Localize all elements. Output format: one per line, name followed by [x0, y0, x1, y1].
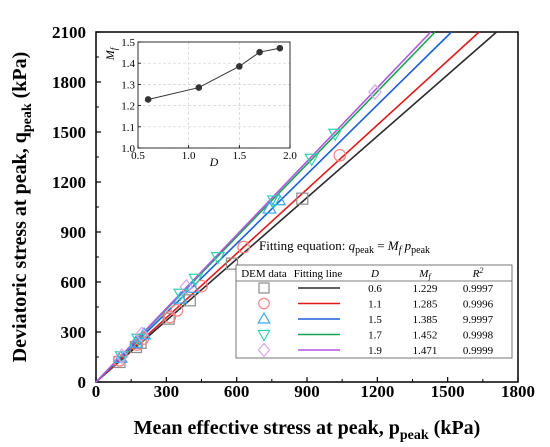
- inset-chart: 0.5 1.0 1.5 2.01.01.11.21.31.41.5 D Mf: [103, 37, 298, 170]
- marker-2-4: [184, 280, 200, 293]
- inset-point-3: [256, 48, 263, 56]
- marker-0-5: [225, 257, 239, 270]
- table-cell-d: 0.6: [368, 283, 382, 295]
- y-tick-label: 2100: [52, 23, 86, 42]
- marker-1-3: [163, 310, 177, 324]
- marker-1-6: [237, 240, 251, 254]
- marker-3-0: [114, 351, 130, 364]
- table-cell-r2: 0.9996: [463, 299, 494, 311]
- inset-point-0: [144, 96, 152, 103]
- inset-y-tick-label: 1.1: [121, 122, 135, 134]
- x-tick-label: 300: [154, 382, 180, 401]
- marker-4-1: [134, 326, 149, 343]
- marker-2-3: [173, 290, 188, 304]
- x-tick-label: 600: [224, 382, 250, 401]
- inset-frame: [137, 41, 291, 149]
- x-tick-label: 900: [294, 382, 320, 401]
- table-cell-d: 1.1: [368, 299, 382, 311]
- table-cell-mf: 1.285: [413, 299, 438, 311]
- x-tick-label: 0: [92, 382, 101, 401]
- inset-x-tick-label: 1.5: [232, 150, 246, 162]
- inset-x-title: D: [209, 155, 219, 169]
- y-tick-label: 300: [61, 323, 87, 342]
- table-header-fit: Fitting line: [294, 268, 343, 280]
- marker-3-1: [130, 333, 146, 347]
- table-header-d: D: [370, 268, 379, 280]
- marker-4-0: [114, 348, 129, 365]
- table-cell-r2: 0.9997: [463, 283, 494, 295]
- marker-3-6: [304, 153, 320, 167]
- inset-y-tick-label: 1.2: [121, 101, 135, 113]
- inset-point-2: [236, 63, 243, 70]
- fit-line-1: [95, 31, 480, 383]
- x-tick-label: 1500: [431, 382, 465, 401]
- marker-3-4: [210, 252, 226, 265]
- inset-y-title: Mf: [103, 46, 119, 61]
- y-tick-label: 1500: [52, 123, 86, 142]
- y-axis-title: Deviatoric stress at peak, qpeak (kPa): [9, 52, 35, 363]
- table-marker-1: [258, 297, 270, 310]
- marker-2-6: [271, 192, 287, 206]
- table-cell-r2: 0.9999: [463, 345, 494, 357]
- x-tick-label: 1800: [501, 382, 535, 401]
- table-header-dem: DEM data: [241, 268, 287, 280]
- inset-x-tick-label: 0.5: [131, 150, 145, 162]
- marker-3-2: [173, 288, 188, 302]
- fitting-equation: Fitting equation: qpeak = Mf ppeak: [259, 238, 430, 256]
- inset-y-tick-label: 1.4: [121, 58, 135, 70]
- marker-0-6: [296, 192, 309, 205]
- inset-y-tick-label: 1.3: [121, 79, 135, 91]
- y-tick-label: 0: [78, 373, 87, 392]
- fit-line-4: [95, 31, 432, 383]
- inset-series: [144, 44, 284, 103]
- marker-2-5: [262, 200, 277, 214]
- y-tick-label: 1200: [52, 173, 86, 192]
- marker-3-7: [327, 128, 343, 142]
- table-header-mf: Mf: [418, 268, 432, 281]
- inset-y-tick-label: 1.5: [121, 37, 135, 49]
- marker-1-4: [170, 303, 184, 317]
- marker-4-2: [179, 278, 194, 296]
- table-header-r2: R2: [472, 266, 484, 280]
- table-marker-3: [257, 329, 271, 342]
- table-marker-2: [257, 311, 271, 324]
- inset-x-tick-label: 1.0: [182, 150, 196, 162]
- inset-y-tick-label: 1.0: [121, 143, 135, 155]
- table-cell-mf: 1.229: [413, 283, 438, 295]
- inset-point-4: [276, 44, 284, 52]
- inset-x-tick-label: 2.0: [283, 150, 297, 162]
- x-tick-label: 1200: [360, 382, 394, 401]
- y-tick-label: 600: [61, 273, 87, 292]
- table-cell-mf: 1.452: [413, 330, 438, 342]
- table-cell-d: 1.7: [368, 330, 382, 342]
- y-tick-label: 900: [61, 223, 87, 242]
- x-axis-title: Mean effective stress at peak, ppeak (kP…: [134, 417, 481, 443]
- marker-0-3: [162, 312, 175, 325]
- data-markers: [113, 83, 382, 369]
- marker-1-7: [333, 148, 347, 162]
- marker-0-4: [183, 294, 196, 307]
- marker-4-3: [368, 83, 382, 101]
- y-tick-label: 1800: [52, 73, 86, 92]
- table-cell-d: 1.9: [368, 345, 382, 357]
- table-cell-mf: 1.471: [413, 345, 438, 357]
- inset-point-1: [195, 84, 203, 91]
- legend-table: DEM data Fitting line D Mf R2 0.6 1.229 0.…: [235, 264, 513, 359]
- table-cell-d: 1.5: [368, 314, 382, 326]
- marker-2-1: [128, 335, 144, 348]
- main-ticks: 0 300 600 900 1200 1500 1800 0 300 600 900 1200 1500…: [52, 23, 535, 401]
- table-marker-4: [257, 342, 271, 358]
- table-marker-0: [258, 282, 270, 294]
- table-cell-mf: 1.385: [413, 314, 438, 326]
- table-cell-r2: 0.9998: [463, 330, 494, 342]
- table-rows: 0.6 1.229 0.9997 1.1 1.285 0.9996 1.5 1.385 9.99…: [257, 282, 494, 358]
- table-cell-r2: 9.9997: [463, 314, 494, 326]
- marker-3-3: [188, 273, 204, 287]
- inset-ticks: 0.5 1.0 1.5 2.01.01.11.21.31.41.5: [121, 37, 297, 162]
- marker-3-5: [266, 195, 282, 209]
